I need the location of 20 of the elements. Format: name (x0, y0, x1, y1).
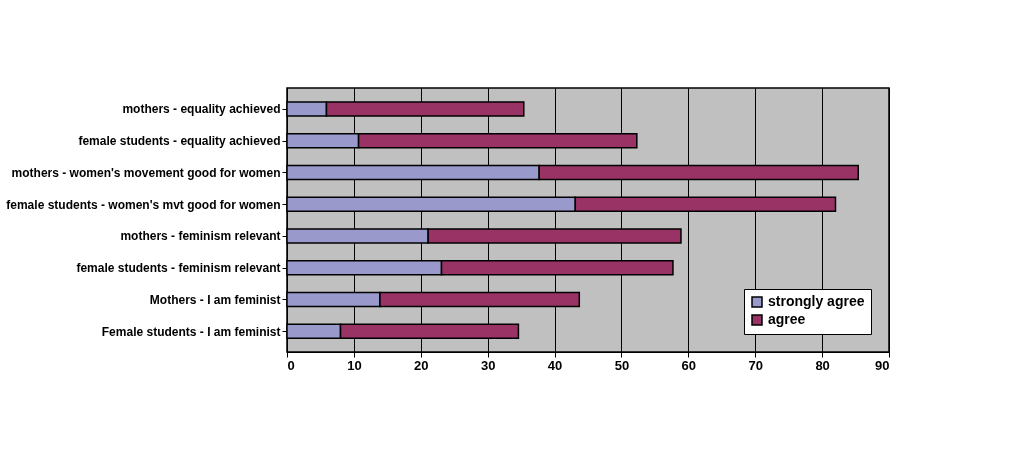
legend-label: agree (768, 311, 806, 327)
y-tick-label: Mothers - I am feminist (149, 292, 281, 307)
x-tick-label: 40 (547, 357, 563, 373)
y-tick-label: female students - feminism relevant (76, 261, 281, 276)
y-tick-label: mothers - feminism relevant (120, 229, 281, 244)
y-tick-label: Female students - I am feminist (101, 324, 281, 339)
x-tick-label: 50 (614, 357, 630, 373)
x-tick-label: 70 (748, 357, 763, 373)
x-tick-label: 20 (414, 357, 429, 373)
x-tick-label: 90 (875, 357, 890, 373)
y-tick-label: female students - women's mvt good for women (6, 197, 281, 212)
x-tick-label: 80 (815, 357, 830, 373)
x-tick-label: 10 (347, 357, 362, 373)
y-tick-label: mothers - equality achieved (122, 102, 281, 117)
legend-label: strongly agree (768, 293, 865, 309)
y-tick-label: female students - equality achieved (78, 134, 281, 149)
x-tick-label: 60 (681, 357, 697, 373)
y-tick-label: mothers - women's movement good for women (11, 165, 281, 180)
x-tick-label: 0 (287, 357, 295, 373)
x-tick-label: 30 (480, 357, 496, 373)
